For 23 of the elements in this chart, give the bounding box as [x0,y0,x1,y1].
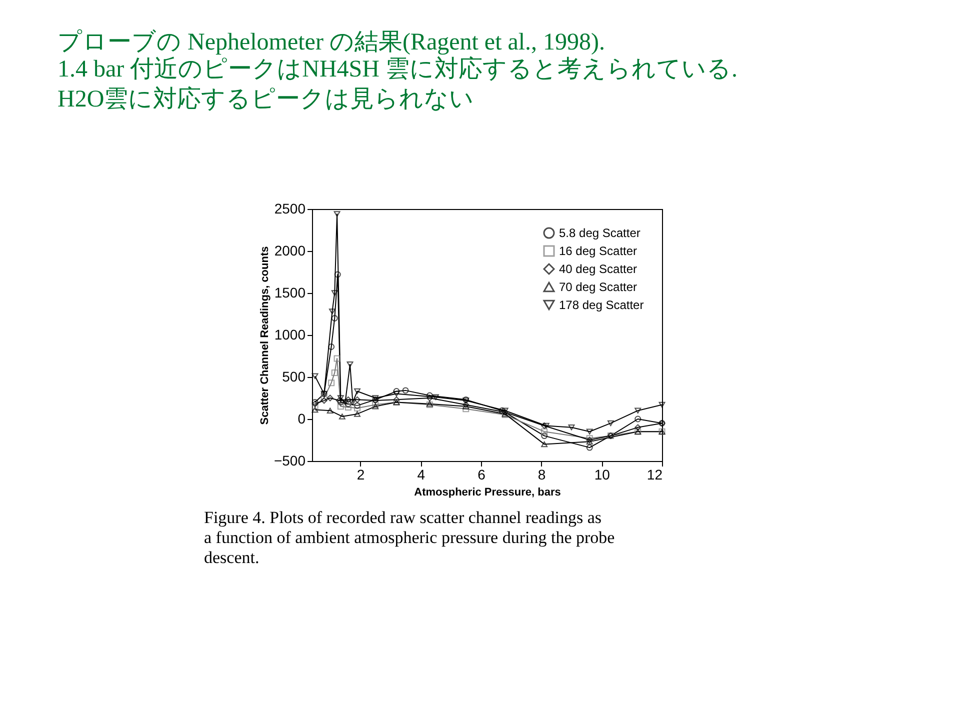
x-tick-label: 2 [356,466,365,482]
caption: Figure 4. Plots of recorded raw scatter channel readings as a function of ambient atmospheric pressure during the probe descent. [204,508,615,567]
y-tick-label: 2000 [274,242,306,258]
y-tick-label: 2500 [274,200,306,216]
legend-label: 5.8 deg Scatter [559,226,640,240]
y-tick-label: 1500 [274,284,306,300]
x-tick-label: 12 [646,466,663,482]
chart-title: プローブの Nephelometer の結果(Ragent et al., 1998). [58,28,606,56]
y-tick-label: 0 [298,410,306,426]
legend-label: 70 deg Scatter [559,280,638,294]
chart-subtitle: 1.4 bar 付近のピークはNH4SH 雲に対応すると考えられている. H2O雲に対応するピークは見られない [58,56,738,112]
x-axis-title: Atmospheric Pressure, bars [414,486,561,498]
x-tick-label: 6 [478,466,486,482]
x-tick-label: 10 [594,466,610,482]
y-tick-label: −500 [274,452,306,468]
x-tick-label: 4 [417,466,426,482]
y-axis-title: Scatter Channel Readings, counts [258,246,271,425]
legend-label: 16 deg Scatter [559,244,638,258]
legend-label: 178 deg Scatter [559,298,644,312]
y-tick-label: 1000 [274,326,306,342]
x-tick-label: 8 [538,466,546,482]
y-tick-label: 500 [282,368,306,384]
legend-label: 40 deg Scatter [559,262,638,276]
